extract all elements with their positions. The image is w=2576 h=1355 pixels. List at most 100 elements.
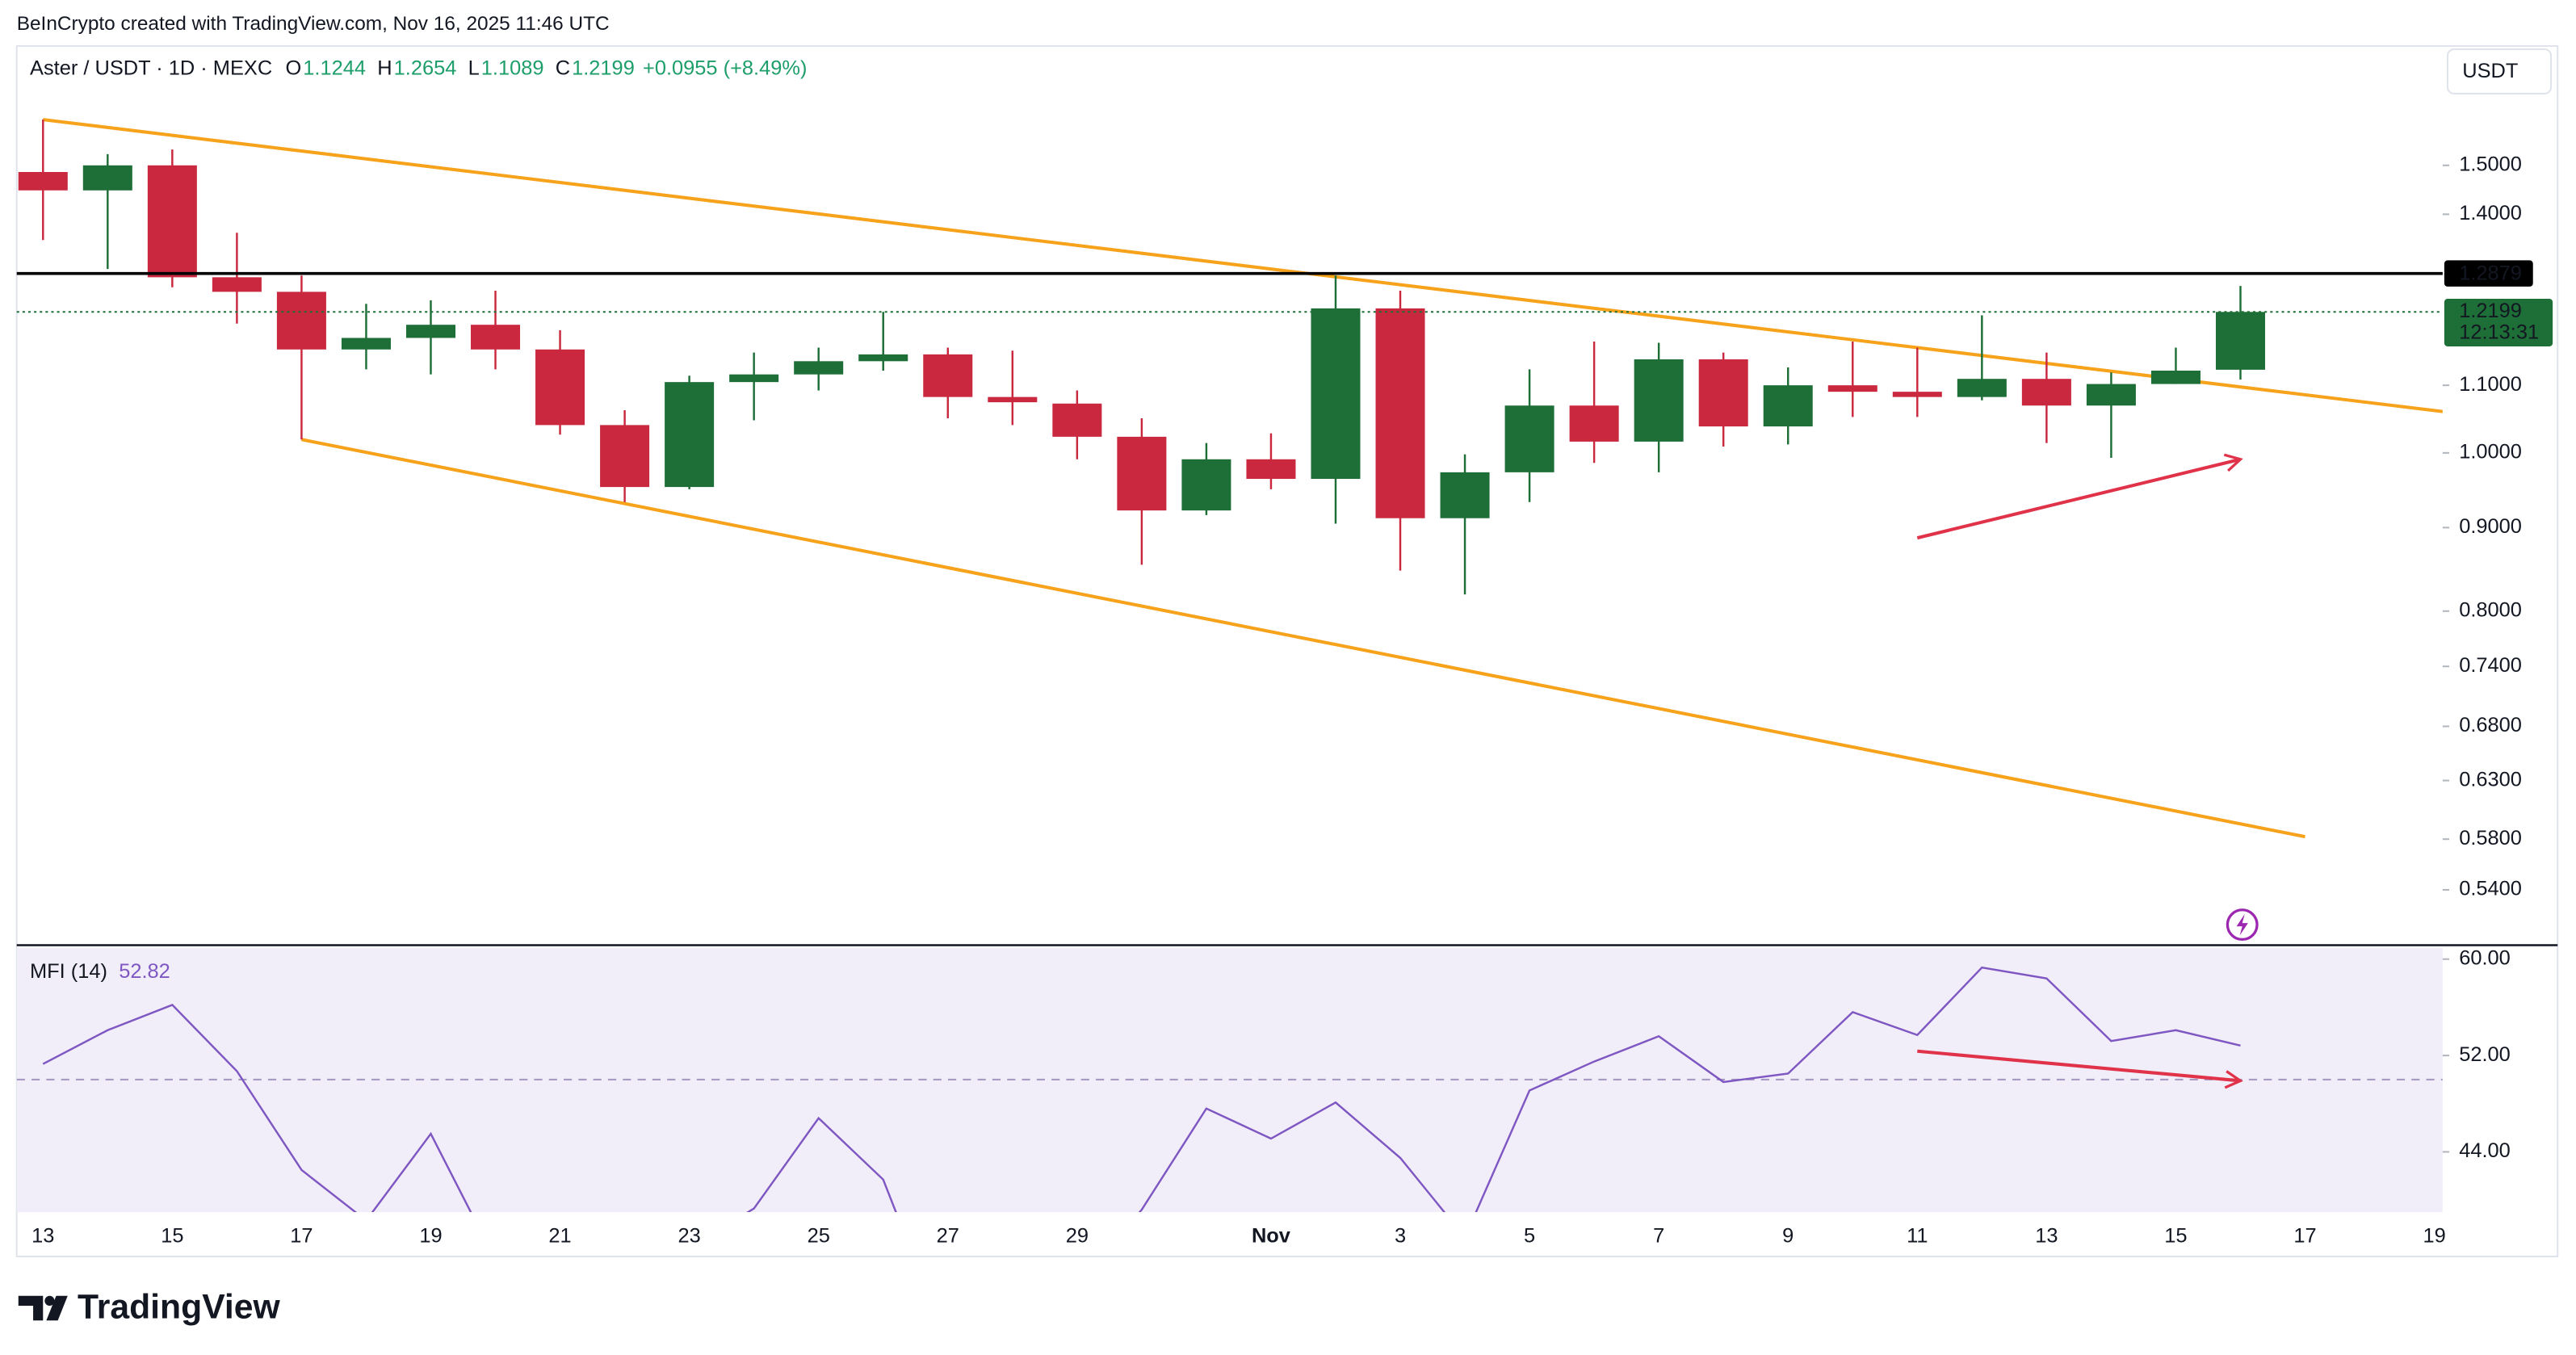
y-tick-label: 1.4000 <box>2459 202 2522 224</box>
candle-body <box>2150 370 2201 384</box>
ohlc-value: 1.1244 <box>303 57 366 79</box>
symbol-title: Aster / USDT · 1D · MEXC <box>30 57 272 79</box>
candle-body <box>212 277 262 292</box>
candle-body <box>1957 379 2007 397</box>
credit: BeInCrypto created with TradingView.com,… <box>17 13 610 35</box>
x-tick-label: 19 <box>2423 1224 2445 1247</box>
y-tick-label: 0.7400 <box>2459 654 2522 677</box>
ohlc-key: C <box>556 57 570 79</box>
y-tick-label: 1.5000 <box>2459 153 2522 175</box>
candle-body <box>276 292 326 350</box>
y-tick-label: 0.6300 <box>2459 768 2522 791</box>
candle-body <box>2086 384 2136 406</box>
candle-body <box>1827 385 1877 392</box>
x-tick-label: 25 <box>808 1224 830 1247</box>
candle-body <box>1375 308 1425 518</box>
x-tick-label: 21 <box>548 1224 571 1247</box>
x-tick-label: 3 <box>1395 1224 1406 1247</box>
indicator-tick-label: 60.00 <box>2459 946 2511 969</box>
trendline <box>301 438 2305 839</box>
indicator-legend: MFI (14) 52.82 <box>30 960 170 983</box>
indicator-tick-label: 44.00 <box>2459 1139 2511 1162</box>
x-tick-label: 15 <box>161 1224 183 1247</box>
candle-body <box>1634 359 1684 442</box>
x-tick-label: 23 <box>678 1224 700 1247</box>
legend-header: Aster / USDT · 1D · MEXC O 1.1244 H 1.2654 L 1… <box>30 57 807 79</box>
candle-body <box>923 354 973 397</box>
candle-body <box>1763 385 1813 427</box>
candle-body <box>858 354 908 362</box>
candle-body <box>405 325 455 338</box>
currency-label[interactable]: USDT <box>2462 60 2518 82</box>
candle-body <box>2021 379 2071 406</box>
indicator-tick-label: 52.00 <box>2459 1043 2511 1066</box>
annotation-arrow <box>1916 453 2243 540</box>
alert-bolt[interactable] <box>2236 913 2248 936</box>
y-tick-label: 0.6800 <box>2459 714 2522 736</box>
candle-body <box>1052 403 1102 437</box>
ohlc-value: 1.1089 <box>481 57 544 79</box>
candle-body <box>2215 312 2265 370</box>
indicator-name: MFI (14) <box>30 960 107 983</box>
candle-body <box>600 425 650 488</box>
x-tick-label: 15 <box>2164 1224 2187 1247</box>
candle-body <box>535 349 585 426</box>
price-tag-countdown: 12:13:31 <box>2459 321 2539 343</box>
x-tick-label: 5 <box>1524 1224 1535 1247</box>
y-tick-label: 1.0000 <box>2459 441 2522 464</box>
price-pane <box>18 118 2443 839</box>
x-tick-label: 13 <box>31 1224 54 1247</box>
currency-button[interactable] <box>2446 48 2553 94</box>
ohlc-key: L <box>468 57 480 79</box>
alert-icon[interactable] <box>2226 908 2259 942</box>
logo-dot <box>44 1295 55 1306</box>
logo-t <box>18 1295 44 1321</box>
x-tick-label: 13 <box>2035 1224 2058 1247</box>
candle-body <box>82 165 132 191</box>
indicator-line <box>42 966 2241 1213</box>
x-tick-label: 17 <box>290 1224 313 1247</box>
ohlc-key: O <box>285 57 301 79</box>
x-tick-label: 11 <box>1907 1224 1928 1247</box>
y-tick-label: 0.8000 <box>2459 599 2522 622</box>
y-tick-label: 0.5800 <box>2459 827 2522 849</box>
candle-body <box>1504 405 1554 472</box>
price-tag <box>2444 299 2553 346</box>
candle-body <box>1181 459 1231 511</box>
level-tag <box>2444 260 2533 287</box>
x-tick-label: Nov <box>1252 1224 1291 1247</box>
annotation-arrow <box>1917 1049 2243 1089</box>
y-tick-label: 0.9000 <box>2459 515 2522 538</box>
price-tag-value: 1.2199 <box>2459 300 2522 322</box>
candle-body <box>988 396 1038 403</box>
ohlc-value: 1.2199 <box>572 57 635 79</box>
candle-body <box>1311 308 1361 480</box>
candle-body <box>1440 472 1490 518</box>
trendline <box>43 118 2443 413</box>
x-tick-label: 29 <box>1066 1224 1089 1247</box>
x-tick-label: 17 <box>2293 1224 2316 1247</box>
candle-body <box>729 374 779 383</box>
y-tick-label: 1.1000 <box>2459 373 2522 396</box>
x-tick-label: 27 <box>937 1224 959 1247</box>
x-tick-label: 19 <box>419 1224 442 1247</box>
candle-body <box>341 338 391 350</box>
x-tick-label: 9 <box>1782 1224 1794 1247</box>
level-tag-label: 1.2879 <box>2459 262 2522 284</box>
candle-body <box>665 382 715 488</box>
candle-body <box>1117 436 1167 511</box>
ohlc-value: 1.2654 <box>394 57 457 79</box>
indicator-plot <box>16 966 2443 1213</box>
candle-body <box>1892 392 1942 397</box>
candle-body <box>794 361 844 375</box>
indicator-value: 52.82 <box>119 960 170 983</box>
change-value: +0.0955 (+8.49%) <box>643 57 807 79</box>
candle-body <box>1246 459 1296 480</box>
candle-body <box>1698 359 1748 427</box>
candle-body <box>18 172 68 191</box>
x-tick-label: 7 <box>1653 1224 1664 1247</box>
candle-body <box>471 325 521 350</box>
candle-body <box>147 165 197 278</box>
brand-logo <box>18 1295 68 1321</box>
